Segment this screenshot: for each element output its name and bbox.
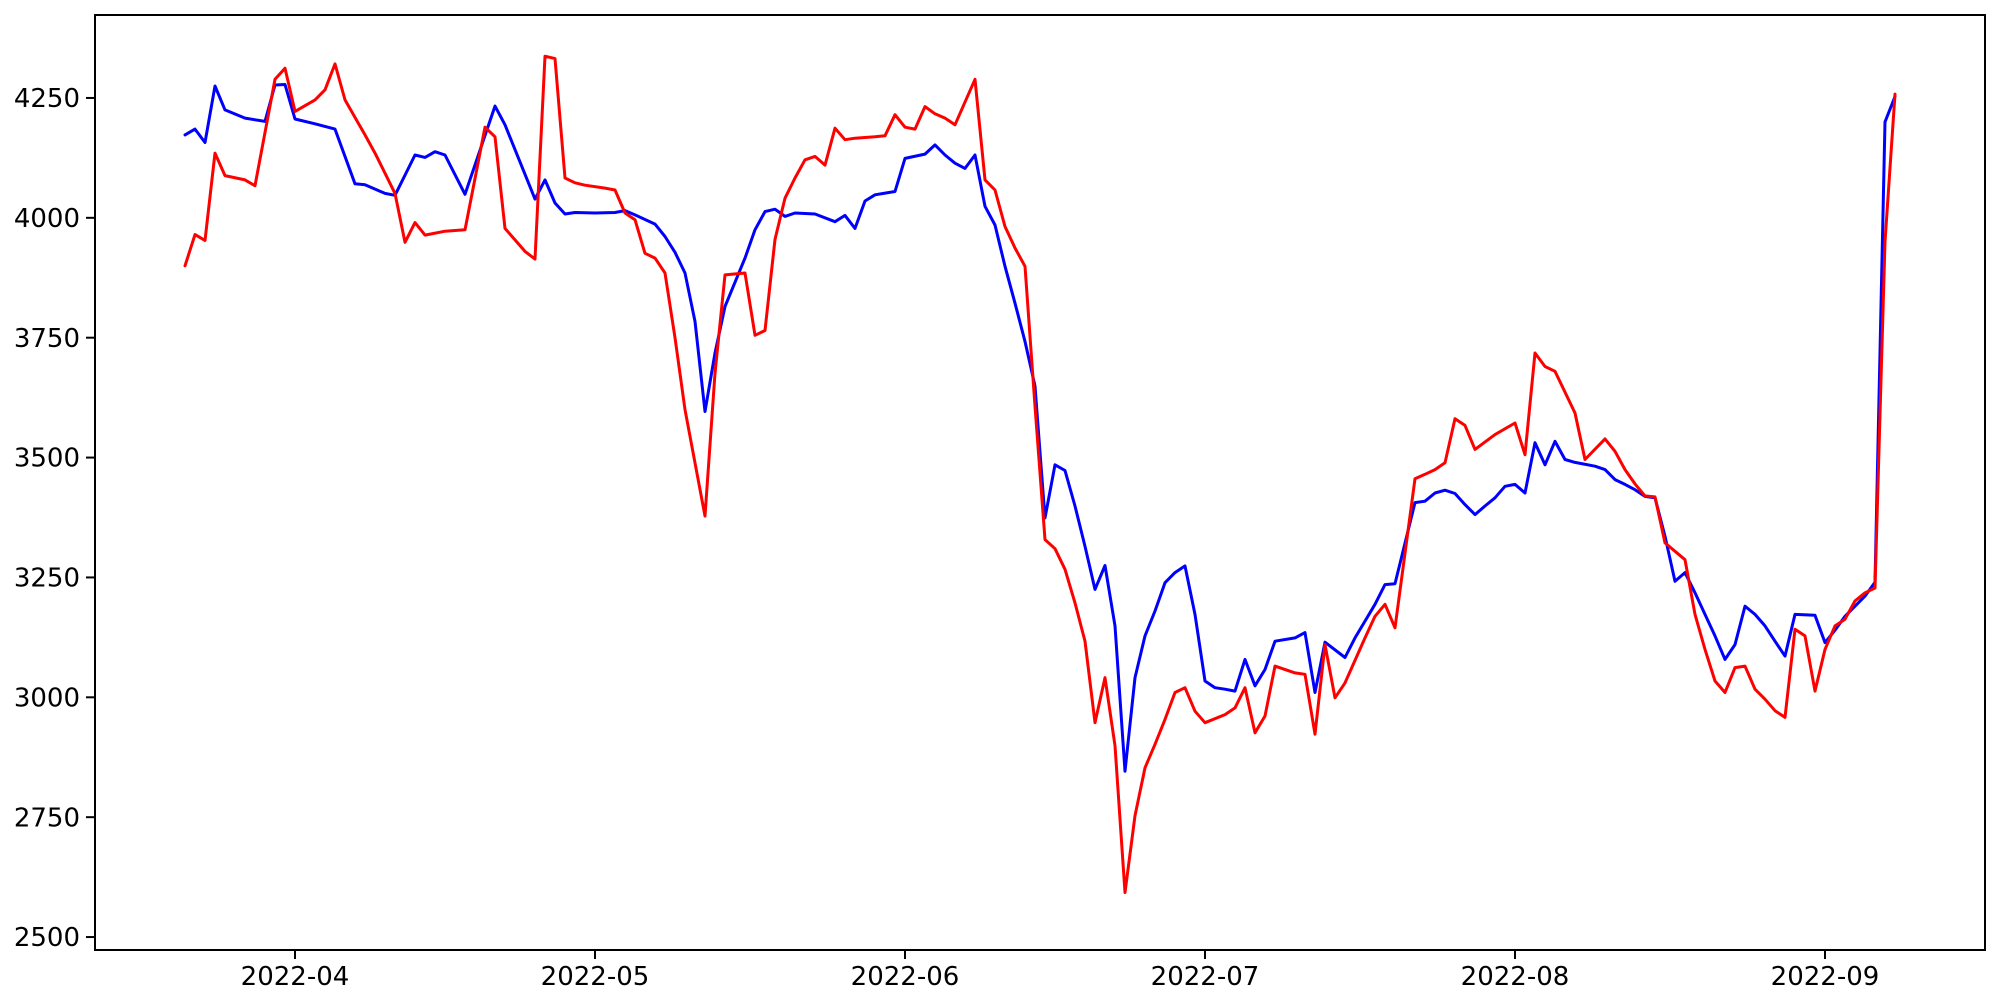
x-tick-label: 2022-06: [851, 962, 960, 992]
x-tick-label: 2022-05: [541, 962, 650, 992]
axis-tick-labels: 2022-04 2022-05 2022-06 2022-07 2022-08 2022-…: [14, 84, 1879, 992]
x-tick-label: 2022-04: [241, 962, 350, 992]
x-tick-label: 2022-07: [1151, 962, 1260, 992]
y-tick-label: 4000: [14, 204, 80, 234]
y-tick-label: 4250: [14, 84, 80, 114]
series-red: [183, 54, 1897, 894]
y-tick-label: 2750: [14, 803, 80, 833]
x-tick-label: 2022-09: [1771, 962, 1880, 992]
y-tick-label: 3750: [14, 324, 80, 354]
x-tick-label: 2022-08: [1461, 962, 1570, 992]
plot-frame: [94, 14, 1986, 951]
axes: [94, 14, 1986, 951]
y-tick-label: 3000: [14, 683, 80, 713]
y-tick-label: 3250: [14, 564, 80, 594]
y-tick-label: 3500: [14, 444, 80, 474]
chart-series: [183, 54, 1897, 894]
axis-ticks: [86, 96, 1826, 959]
series-blue: [183, 83, 1897, 773]
y-tick-label: 2500: [14, 923, 80, 953]
